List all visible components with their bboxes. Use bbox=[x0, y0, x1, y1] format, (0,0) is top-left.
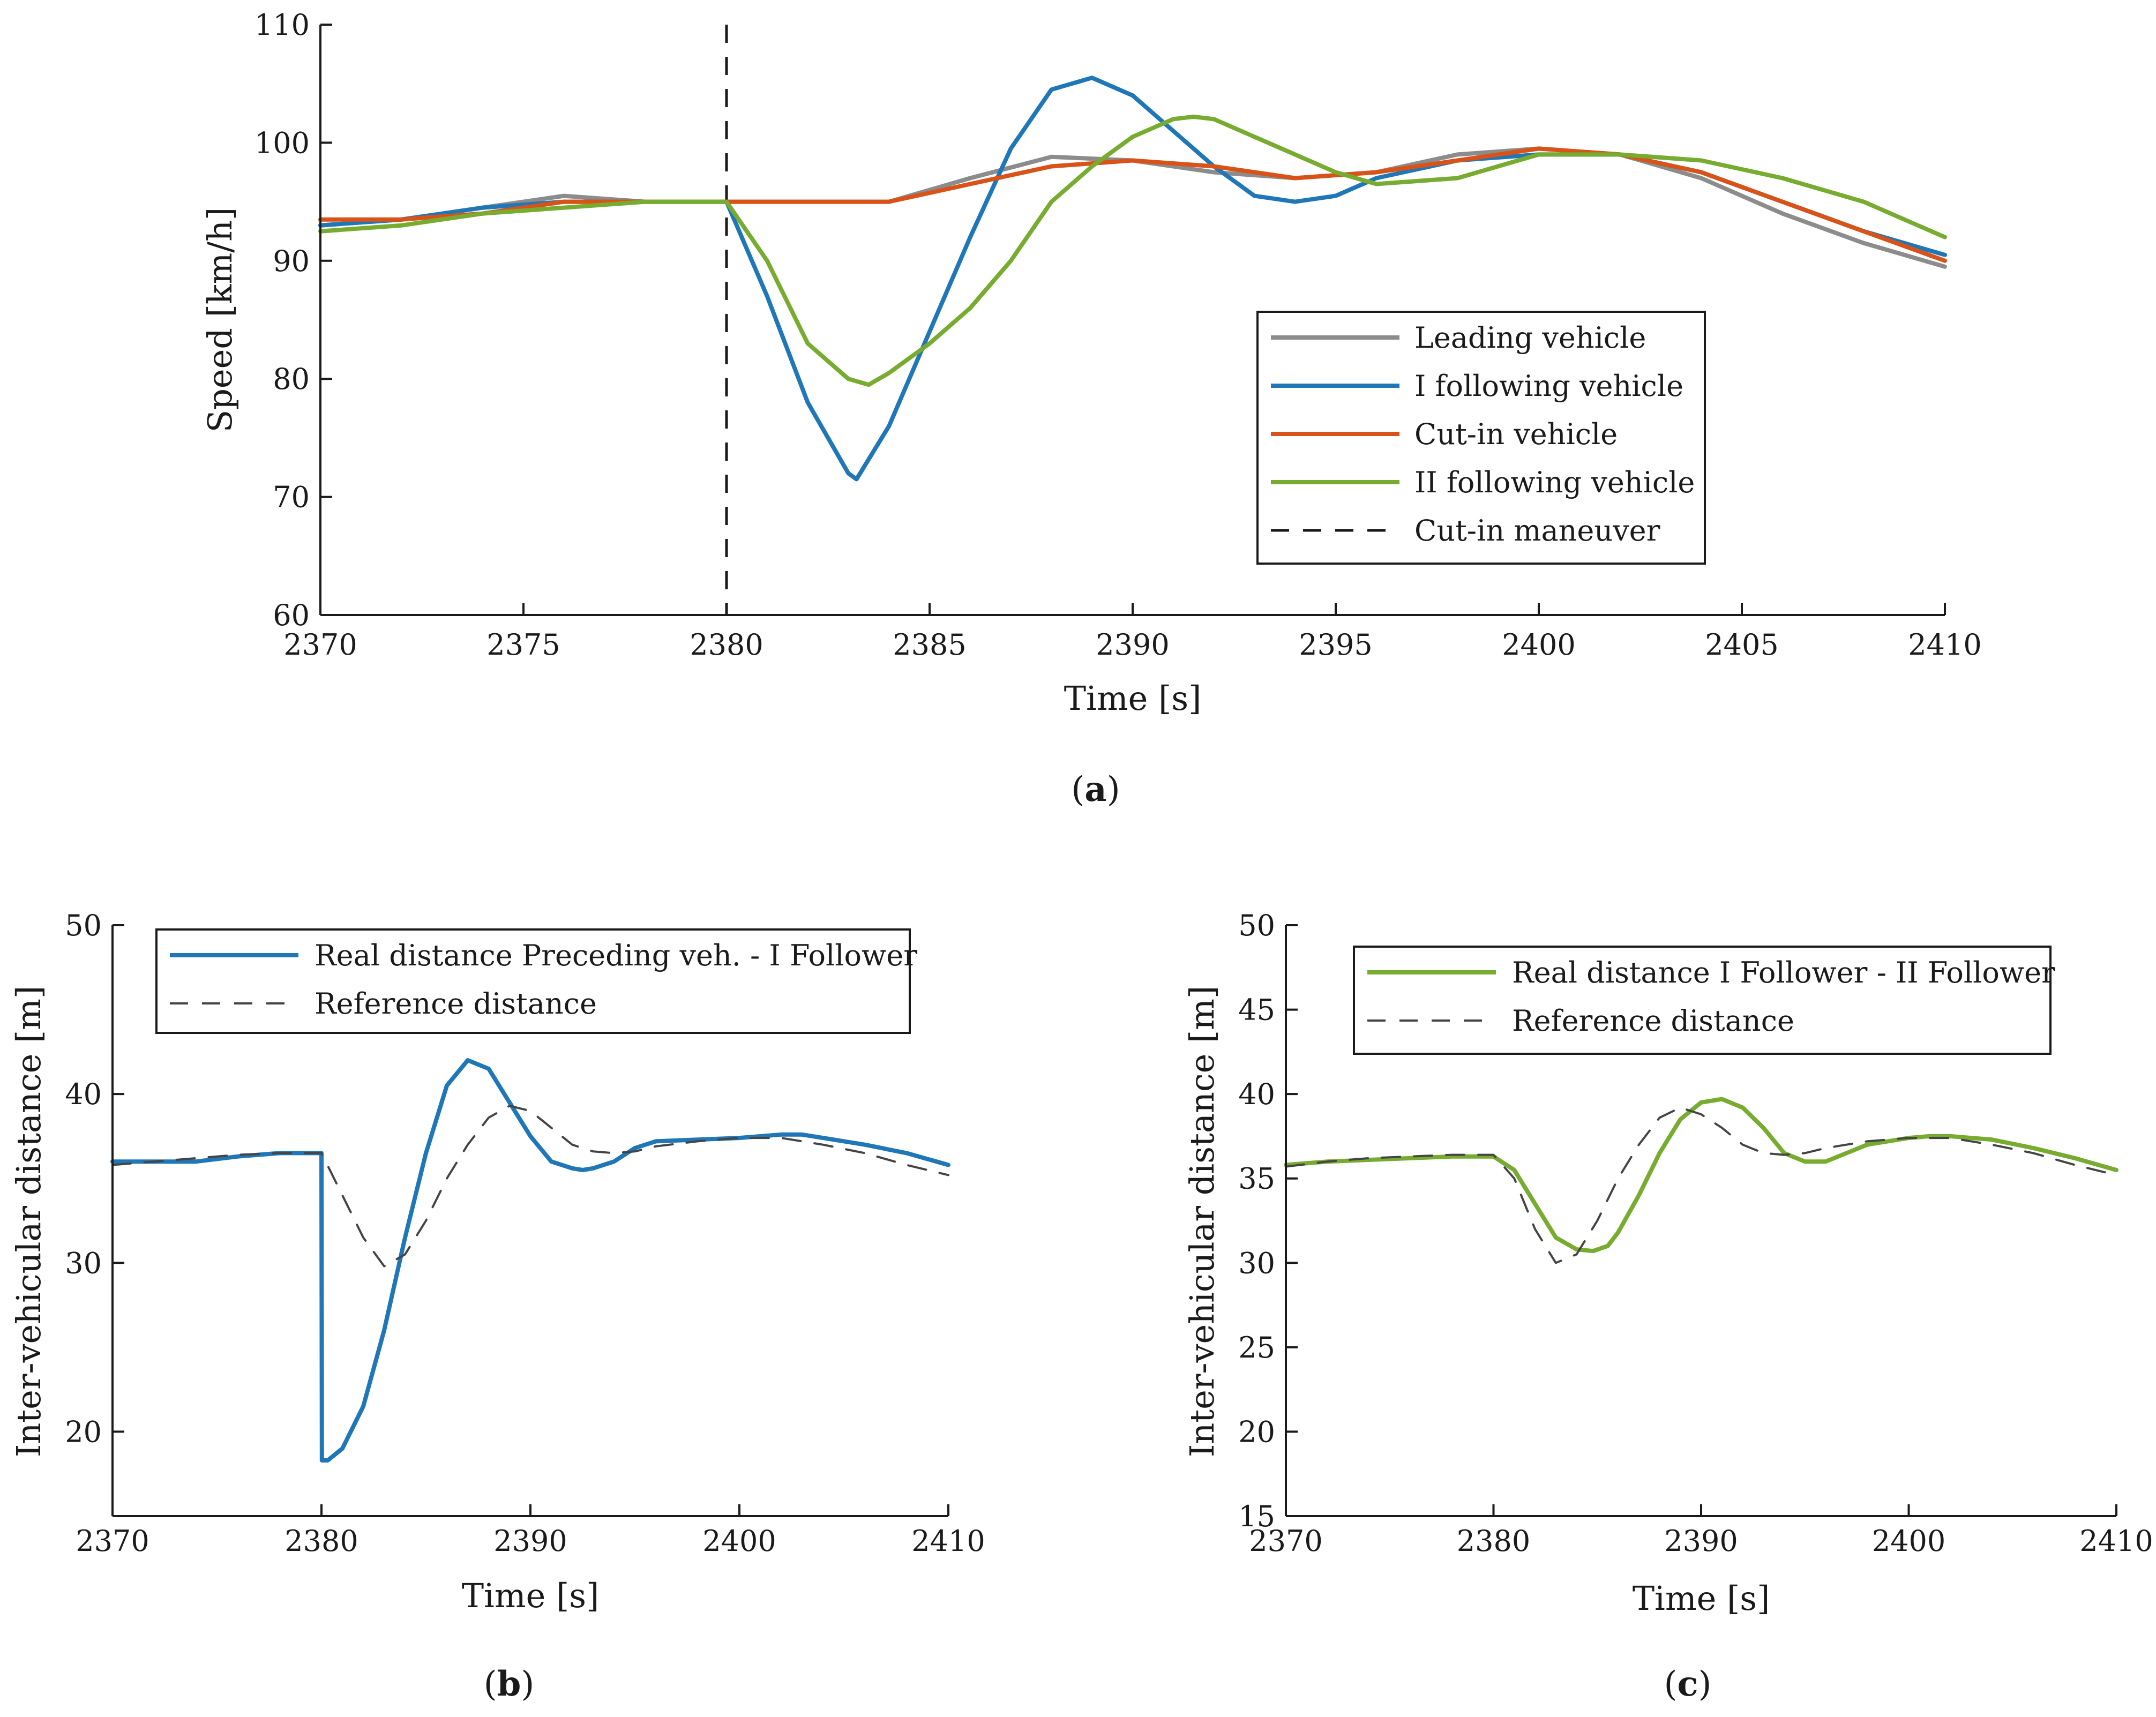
panel-a-x-tick-label-2410: 2410 bbox=[1908, 628, 1981, 662]
panel-c-y-tick-label-30: 30 bbox=[1238, 1246, 1275, 1280]
panel-a-y-tick-label-70: 70 bbox=[273, 481, 310, 514]
panel-c-caption: (c) bbox=[1664, 1664, 1712, 1704]
legend-label-ii-following-vehicle: II following vehicle bbox=[1414, 466, 1695, 499]
panel-c-x-axis-label: Time [s] bbox=[1633, 1579, 1770, 1618]
panel-c-y-tick-label-35: 35 bbox=[1238, 1162, 1275, 1196]
panel-a-y-ticks: 60 70 80 90 100 110 bbox=[254, 8, 332, 632]
panel-b-y-tick-label-40: 40 bbox=[65, 1077, 102, 1111]
panel-b-y-tick-label-20: 20 bbox=[65, 1415, 102, 1449]
legend-label-i-following-vehicle: I following vehicle bbox=[1414, 369, 1683, 403]
panel-a-y-tick-label-80: 80 bbox=[273, 362, 310, 396]
panel-c-x-tick-label-2380: 2380 bbox=[1457, 1524, 1530, 1558]
panel-b-x-tick-label-2370: 2370 bbox=[76, 1524, 149, 1558]
panel-a-speed-chart: 2370 2375 2380 2385 2390 2395 2400 2405 2410 60 7… bbox=[200, 8, 1982, 809]
panel-c-x-tick-label-2370: 2370 bbox=[1249, 1524, 1322, 1558]
panel-a-legend: Leading vehicle I following vehicle Cut-… bbox=[1256, 311, 1706, 565]
panel-b-x-tick-label-2410: 2410 bbox=[911, 1524, 985, 1558]
panel-b-x-tick-label-2400: 2400 bbox=[702, 1524, 776, 1558]
panel-a-series-ii-following-vehicle bbox=[318, 114, 1947, 387]
panel-a-x-axis-label: Time [s] bbox=[1064, 679, 1202, 718]
panel-a-x-tick-label-2370: 2370 bbox=[283, 628, 357, 662]
panel-c-x-tick-label-2410: 2410 bbox=[2079, 1524, 2153, 1558]
panel-c-y-tick-label-20: 20 bbox=[1238, 1415, 1275, 1449]
panel-b-y-axis-label: Inter-vehicular distance [m] bbox=[9, 986, 48, 1457]
panel-a-x-tick-label-2390: 2390 bbox=[1096, 628, 1169, 662]
panel-a-y-tick-label-60: 60 bbox=[273, 598, 310, 632]
panel-b-series-real-distance-preceding-veh-i-follower bbox=[110, 1058, 950, 1463]
panel-c-y-tick-label-15: 15 bbox=[1238, 1499, 1275, 1533]
panel-b-x-tick-label-2390: 2390 bbox=[493, 1524, 567, 1558]
panel-a-x-tick-label-2385: 2385 bbox=[893, 628, 966, 662]
panel-b-caption: (b) bbox=[484, 1664, 535, 1704]
panel-a-x-tick-label-2395: 2395 bbox=[1299, 628, 1372, 662]
panel-c-legend-box bbox=[1353, 946, 2052, 1055]
panel-a-x-ticks: 2370 2375 2380 2385 2390 2395 2400 2405 2410 bbox=[283, 603, 1982, 662]
legend-label-real-distance-b: Real distance Preceding veh. - I Followe… bbox=[315, 939, 917, 972]
panel-b-x-axis-label: Time [s] bbox=[462, 1576, 600, 1615]
panel-c-y-ticks: 15 20 25 30 35 40 45 50 bbox=[1238, 909, 1298, 1533]
panel-a-y-tick-label-90: 90 bbox=[273, 244, 310, 278]
panel-b-y-tick-label-30: 30 bbox=[65, 1246, 102, 1280]
panel-a-x-tick-label-2380: 2380 bbox=[690, 628, 763, 662]
panel-b-x-tick-label-2380: 2380 bbox=[285, 1524, 358, 1558]
panel-c-x-tick-label-2400: 2400 bbox=[1872, 1524, 1945, 1558]
panel-c-y-tick-label-45: 45 bbox=[1238, 993, 1275, 1027]
legend-label-reference-distance-b: Reference distance bbox=[315, 987, 597, 1021]
panel-b-distance-chart: 2370 2380 2390 2400 2410 20 30 40 50 Time [s] I… bbox=[9, 909, 985, 1704]
panel-a-x-tick-label-2405: 2405 bbox=[1705, 628, 1778, 662]
panel-b-legend-box bbox=[155, 928, 911, 1034]
panel-c-series-reference-distance bbox=[1285, 1106, 2117, 1264]
legend-label-cut-in-vehicle: Cut-in vehicle bbox=[1414, 417, 1618, 451]
panel-c-y-tick-label-50: 50 bbox=[1238, 909, 1275, 942]
panel-c-plot-area bbox=[1284, 1097, 2118, 1264]
panel-b-x-ticks: 2370 2380 2390 2400 2410 bbox=[76, 1504, 985, 1558]
panel-c-distance-chart: 2370 2380 2390 2400 2410 15 20 25 30 35 40 45 50 Ti… bbox=[1182, 909, 2153, 1704]
legend-label-cut-in-maneuver: Cut-in maneuver bbox=[1414, 514, 1660, 548]
panel-c-y-tick-label-25: 25 bbox=[1238, 1331, 1275, 1364]
panel-a-series-cut-in-vehicle bbox=[318, 146, 1947, 263]
panel-c-y-axis-label: Inter-vehicular distance [m] bbox=[1182, 986, 1222, 1457]
panel-a-legend-box bbox=[1256, 311, 1706, 565]
panel-a-y-tick-label-110: 110 bbox=[254, 8, 310, 42]
panel-c-y-tick-label-40: 40 bbox=[1238, 1077, 1275, 1111]
panel-a-y-tick-label-100: 100 bbox=[254, 126, 310, 160]
legend-label-real-distance-c: Real distance I Follower - II Follower bbox=[1512, 956, 2055, 989]
panel-c-x-ticks: 2370 2380 2390 2400 2410 bbox=[1249, 1504, 2153, 1558]
panel-a-plot-area bbox=[318, 25, 1947, 615]
legend-label-leading-vehicle: Leading vehicle bbox=[1414, 321, 1646, 355]
panel-b-y-ticks: 20 30 40 50 bbox=[65, 909, 124, 1449]
panel-c-x-tick-label-2390: 2390 bbox=[1664, 1524, 1738, 1558]
panel-b-legend: Real distance Preceding veh. - I Followe… bbox=[155, 928, 917, 1034]
panel-a-caption: (a) bbox=[1071, 769, 1120, 809]
legend-label-reference-distance-c: Reference distance bbox=[1512, 1004, 1794, 1038]
panel-a-x-tick-label-2375: 2375 bbox=[486, 628, 560, 662]
panel-b-series-reference-distance bbox=[111, 1105, 949, 1268]
panel-b-y-tick-label-50: 50 bbox=[65, 909, 102, 942]
panel-a-x-tick-label-2400: 2400 bbox=[1502, 628, 1575, 662]
panel-b-plot-area bbox=[110, 1058, 950, 1463]
panel-c-legend: Real distance I Follower - II Follower R… bbox=[1353, 946, 2055, 1055]
panel-a-y-axis-label: Speed [km/h] bbox=[200, 207, 239, 433]
